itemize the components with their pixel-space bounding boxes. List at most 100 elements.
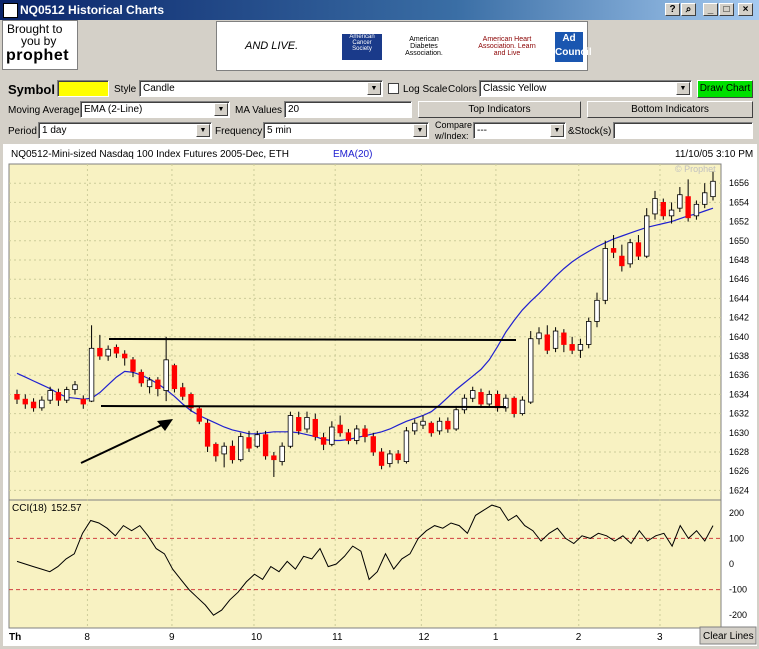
price-tick-label: 1644 — [729, 293, 749, 303]
candle-up — [88, 347, 95, 402]
candle-up — [668, 209, 675, 217]
candle-up — [536, 332, 542, 340]
candle-down — [138, 371, 144, 384]
annotation-arrow-head — [157, 419, 173, 431]
ma-values-input[interactable]: 20 — [284, 101, 412, 118]
price-tick-label: 1646 — [729, 274, 749, 284]
candle-up — [528, 338, 534, 403]
cci-tick-label: 0 — [729, 559, 734, 569]
price-tick-label: 1642 — [729, 313, 749, 323]
candle-up — [279, 445, 285, 462]
price-tick-label: 1648 — [729, 255, 749, 265]
annotation-arrow-line[interactable] — [80, 421, 169, 464]
title-bar: NQ0512 Historical Charts ? ⌕ _ □ × — [0, 0, 759, 20]
candle-down — [130, 359, 136, 372]
candle-down — [80, 398, 86, 405]
candle-down — [511, 397, 517, 415]
support-line[interactable] — [100, 405, 507, 408]
chevron-down-icon: ▼ — [367, 82, 381, 95]
candle-up — [254, 434, 260, 447]
candle-up — [403, 430, 410, 463]
candle-down — [337, 424, 343, 434]
ad-council: Ad Council — [555, 32, 592, 62]
price-tick-label: 1632 — [729, 409, 749, 419]
candle-down — [660, 202, 666, 217]
candle-up — [387, 453, 393, 464]
candle-down — [213, 443, 219, 457]
candle-up — [221, 445, 227, 455]
prophet-logo[interactable]: Brought to you by prophet — [2, 20, 78, 70]
candle-up — [552, 330, 559, 349]
candle-down — [196, 408, 202, 422]
time-tick-label: 2 — [576, 632, 582, 643]
ad-cancer-society: American Cancer Society — [342, 34, 382, 60]
candle-up — [39, 399, 45, 409]
candle-up — [627, 242, 633, 265]
zoom-button[interactable]: ⌕ — [681, 3, 696, 16]
candle-down — [246, 437, 252, 449]
colors-select[interactable]: Classic Yellow ▼ — [479, 80, 692, 97]
style-select[interactable]: Candle ▼ — [139, 80, 383, 97]
frequency-select[interactable]: 5 min ▼ — [263, 122, 429, 139]
logscale-checkbox[interactable] — [388, 83, 399, 94]
moving-average-select[interactable]: EMA (2-Line) ▼ — [80, 101, 230, 118]
ad-banner[interactable]: AND LIVE. American Cancer Society Americ… — [216, 21, 592, 71]
price-tick-label: 1640 — [729, 332, 749, 342]
bottom-indicators-button[interactable]: Bottom Indicators — [587, 101, 753, 118]
candle-up — [461, 397, 468, 411]
clear-lines-button[interactable]: Clear Lines — [703, 631, 754, 642]
candle-down — [180, 387, 186, 397]
price-chart-svg[interactable]: 1624 1626 1628 1630 1632 1634 1636 1638 1640 1642… — [3, 144, 757, 646]
candle-down — [229, 445, 236, 461]
candle-down — [22, 398, 28, 405]
frequency-value: 5 min — [267, 125, 292, 136]
time-tick-label: 1 — [493, 632, 499, 643]
candle-up — [420, 420, 426, 426]
stocks-input[interactable] — [613, 122, 753, 139]
time-tick-label: 11 — [332, 632, 343, 643]
maximize-button[interactable]: □ — [719, 3, 734, 16]
draw-chart-button[interactable]: Draw Chart — [697, 80, 753, 98]
candle-down — [544, 334, 550, 351]
candle-up — [287, 415, 294, 447]
clear-lines-button-bg[interactable] — [699, 626, 757, 645]
symbol-input[interactable] — [57, 80, 109, 97]
price-tick-label: 1628 — [729, 447, 749, 457]
moving-average-value: EMA (2-Line) — [84, 104, 143, 115]
help-button[interactable]: ? — [665, 3, 680, 16]
candle-down — [262, 434, 269, 457]
chart-timestamp: 11/10/05 3:10 PM — [675, 149, 753, 160]
cci-line — [16, 504, 714, 616]
stocks-label: &Stock(s) — [568, 126, 612, 137]
resistance-line[interactable] — [108, 338, 517, 341]
price-tick-label: 1652 — [729, 217, 749, 227]
logo-line1: Brought to — [7, 22, 63, 36]
symbol-label: Symbol — [8, 82, 55, 97]
candle-down — [171, 365, 178, 390]
period-value: 1 day — [42, 125, 67, 136]
compare-index-select[interactable]: --- ▼ — [473, 122, 566, 139]
candle-down — [569, 344, 575, 351]
candle-up — [710, 180, 716, 198]
chart-header: NQ0512-Mini-sized Nasdaq 100 Index Futur… — [11, 149, 289, 160]
candle-down — [14, 393, 20, 400]
candle-down — [155, 379, 161, 390]
time-tick-label: 3 — [657, 632, 663, 643]
period-select[interactable]: 1 day ▼ — [38, 122, 212, 139]
cci-tick-label: 200 — [729, 508, 744, 518]
price-tick-label: 1636 — [729, 370, 749, 380]
chart-area[interactable]: 1624 1626 1628 1630 1632 1634 1636 1638 1640 1642… — [3, 144, 757, 646]
candle-up — [453, 409, 459, 430]
candle-up — [652, 198, 658, 215]
candle-up — [586, 321, 592, 345]
candle-up — [577, 344, 584, 351]
candle-down — [296, 417, 302, 432]
ma-values-label: MA Values — [235, 105, 283, 116]
candle-down — [345, 432, 352, 441]
top-indicators-button[interactable]: Top Indicators — [418, 101, 581, 118]
compare-index-label: w/Index: — [435, 131, 469, 141]
minimize-button[interactable]: _ — [703, 3, 718, 16]
chevron-down-icon: ▼ — [676, 82, 690, 95]
price-tick-label: 1630 — [729, 428, 749, 438]
close-button[interactable]: × — [738, 3, 753, 16]
